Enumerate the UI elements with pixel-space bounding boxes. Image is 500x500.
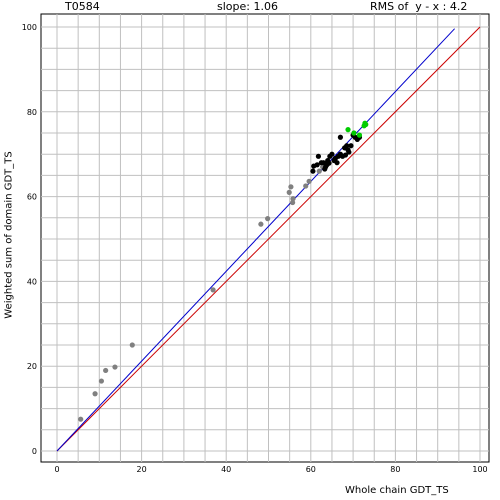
data-point	[258, 221, 264, 227]
data-point	[344, 143, 350, 149]
grid-lines	[41, 14, 489, 462]
y-tick-label: 40	[27, 277, 37, 286]
data-point	[337, 134, 344, 140]
x-axis-label: Whole chain GDT_TS	[345, 485, 449, 496]
tick-labels: 0 20 40 60 80 100 0 20 40 60 80 100	[22, 23, 488, 474]
data-point	[92, 391, 98, 397]
target-id-label: T0584	[65, 0, 100, 13]
rms-label: RMS of y - x : 4.2	[370, 0, 468, 13]
data-point	[363, 121, 369, 128]
y-tick-label: 80	[27, 108, 37, 117]
y-axis-label: Weighted sum of domain GDT_TS	[3, 151, 15, 319]
data-points	[78, 120, 369, 422]
y-tick-label: 0	[32, 447, 37, 456]
data-point	[288, 184, 294, 190]
data-point	[342, 152, 349, 158]
slope-label: slope: 1.06	[217, 0, 278, 13]
data-point	[316, 168, 322, 174]
data-point	[290, 196, 296, 202]
data-point	[306, 178, 312, 184]
data-point	[78, 416, 84, 422]
data-point	[303, 183, 309, 189]
diagonal-line	[56, 26, 481, 452]
data-point	[329, 151, 335, 157]
data-point	[310, 168, 316, 174]
data-point	[129, 342, 135, 348]
data-point	[98, 378, 105, 384]
data-point	[351, 130, 357, 136]
x-tick-label: 0	[54, 465, 59, 474]
y-tick-label: 20	[27, 362, 37, 371]
data-point	[315, 153, 322, 159]
data-point	[112, 364, 118, 370]
data-point	[346, 149, 352, 155]
y-tick-label: 60	[27, 193, 37, 202]
y-tick-label: 100	[22, 23, 37, 32]
x-tick-label: 40	[221, 465, 231, 474]
x-tick-label: 80	[390, 465, 400, 474]
data-point	[210, 287, 216, 293]
data-point	[314, 162, 320, 168]
data-point	[326, 160, 332, 166]
data-point	[265, 216, 271, 222]
fit-line	[56, 28, 455, 452]
data-point	[334, 160, 340, 166]
data-point	[290, 199, 296, 206]
x-tick-label: 20	[137, 465, 147, 474]
plot-frame	[40, 13, 490, 463]
x-tick-label: 60	[306, 465, 316, 474]
data-point	[356, 132, 363, 138]
data-point	[348, 143, 354, 149]
reference-lines	[56, 26, 481, 452]
data-point	[345, 127, 351, 133]
data-point	[103, 367, 109, 374]
data-point	[286, 189, 292, 195]
x-tick-label: 100	[472, 465, 487, 474]
